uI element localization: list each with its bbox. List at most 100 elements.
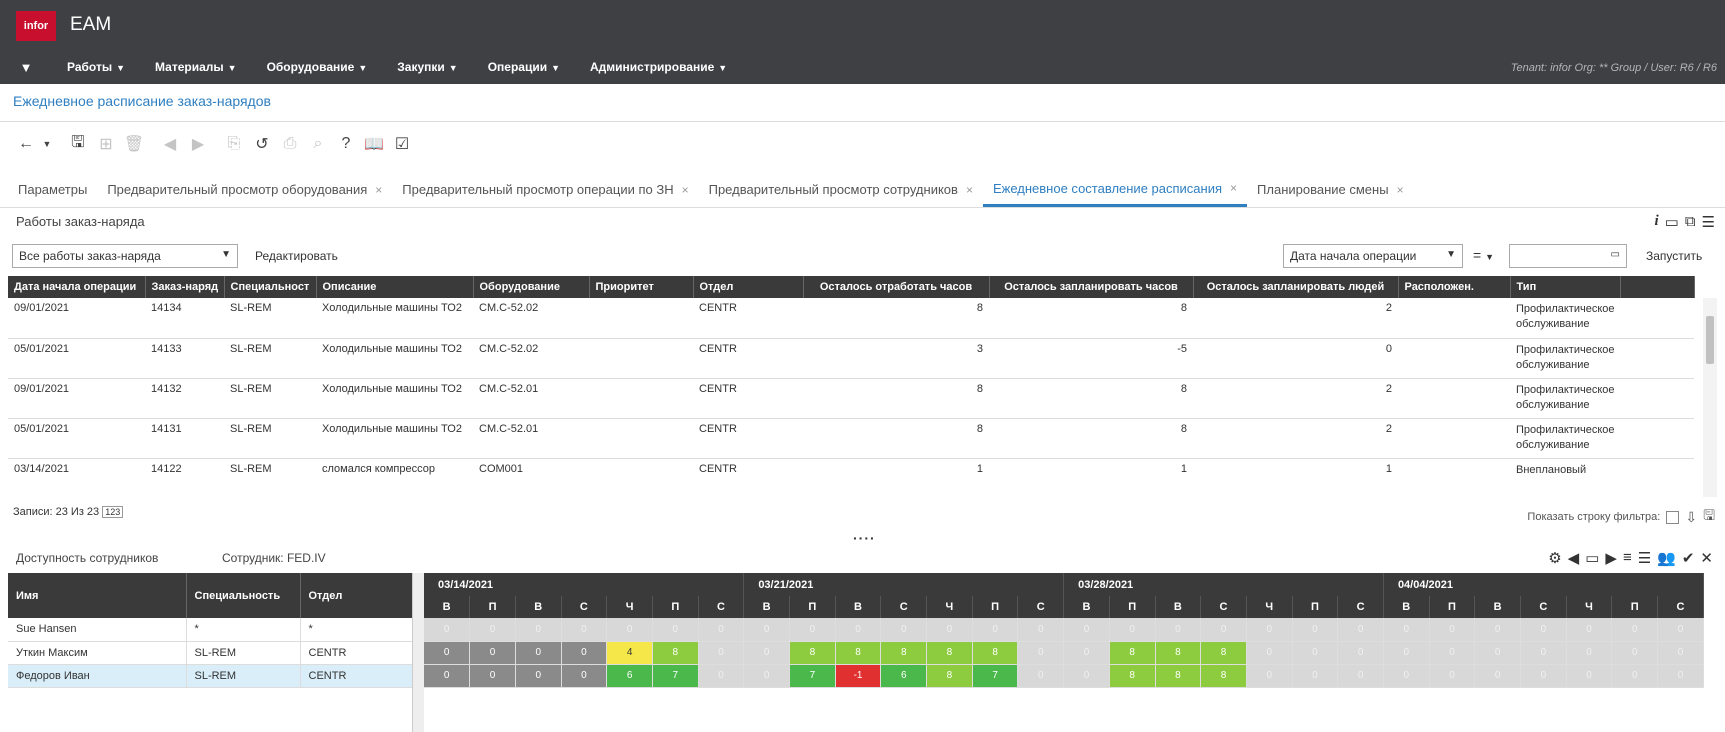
close-icon[interactable]: ✕	[1700, 550, 1713, 567]
availability-cell[interactable]: -1	[835, 664, 882, 688]
filter-value-input[interactable]: ▭	[1509, 244, 1627, 268]
new-record-icon[interactable]: ⊞	[99, 136, 113, 153]
availability-cell[interactable]: 0	[1474, 641, 1521, 665]
delete-icon[interactable]: 🗑	[123, 136, 145, 153]
menu-operations[interactable]: Операции ▼	[473, 60, 575, 74]
availability-cell[interactable]: 0	[1155, 618, 1202, 642]
availability-cell[interactable]: 0	[1109, 618, 1156, 642]
availability-cell[interactable]: 0	[926, 618, 973, 642]
print-icon[interactable]: ⎙	[283, 135, 297, 152]
tab-equipment-preview[interactable]: Предварительный просмотр оборудования ×	[97, 172, 392, 207]
availability-cell[interactable]: 0	[1292, 664, 1339, 688]
availability-cell[interactable]: 0	[1200, 618, 1247, 642]
help-icon[interactable]: ?	[341, 135, 351, 152]
availability-cell[interactable]: 8	[1200, 664, 1247, 688]
availability-cell[interactable]: 0	[1520, 641, 1567, 665]
column-header[interactable]: Осталось запланировать людей	[1193, 276, 1399, 298]
scrollbar-thumb[interactable]	[1706, 316, 1714, 364]
availability-cell[interactable]: 0	[1383, 618, 1430, 642]
refresh-icon[interactable]: ↺	[255, 136, 269, 153]
availability-cell[interactable]: 0	[561, 641, 608, 665]
availability-cell[interactable]: 0	[561, 618, 608, 642]
availability-cell[interactable]: 0	[1657, 664, 1704, 688]
availability-cell[interactable]: 0	[1017, 618, 1065, 642]
calendar-icon[interactable]: ▭	[1610, 249, 1620, 260]
employee-row[interactable]: Федоров Иван SL-REM CENTR	[8, 664, 413, 688]
availability-cell[interactable]: 8	[1200, 641, 1247, 665]
availability-cell[interactable]: 0	[606, 618, 653, 642]
column-header[interactable]: Описание	[316, 276, 474, 298]
availability-cell[interactable]: 8	[789, 641, 836, 665]
vertical-splitter[interactable]	[412, 573, 424, 732]
menu-toggle-icon[interactable]: ▼	[19, 59, 33, 75]
menu-administration[interactable]: Администрирование ▼	[575, 60, 742, 74]
availability-cell[interactable]: 0	[972, 618, 1019, 642]
availability-cell[interactable]: 0	[789, 618, 836, 642]
availability-cell[interactable]: 0	[652, 618, 699, 642]
column-header[interactable]: Отдел	[300, 573, 413, 618]
availability-cell[interactable]: 8	[652, 641, 699, 665]
column-header[interactable]: Дата начала операции	[8, 276, 146, 298]
hierarchy-icon[interactable]: ⧉	[1684, 213, 1696, 230]
column-header[interactable]: Тип	[1510, 276, 1621, 298]
save-layout-icon[interactable]: 🖫	[1703, 507, 1715, 523]
availability-cell[interactable]: 0	[424, 664, 471, 688]
edit-dataspy-link[interactable]: Редактировать	[255, 249, 338, 263]
availability-cell[interactable]: 0	[1246, 641, 1293, 665]
availability-cell[interactable]: 0	[1383, 641, 1430, 665]
availability-cell[interactable]: 8	[1155, 664, 1202, 688]
availability-cell[interactable]: 0	[1520, 618, 1567, 642]
availability-cell[interactable]: 0	[743, 641, 790, 665]
availability-cell[interactable]: 0	[1566, 641, 1613, 665]
availability-cell[interactable]: 8	[926, 664, 973, 688]
availability-cell[interactable]: 0	[1429, 641, 1476, 665]
records-badge[interactable]: 123	[102, 506, 124, 518]
table-row[interactable]: 09/01/2021 14132 SL-REM Холодильные машины …	[8, 378, 1694, 419]
table-row[interactable]: 05/01/2021 14131 SL-REM Холодильные машины …	[8, 418, 1694, 459]
column-header[interactable]: Отдел	[693, 276, 804, 298]
availability-cell[interactable]: 6	[606, 664, 653, 688]
availability-cell[interactable]: 0	[880, 618, 928, 642]
availability-cell[interactable]: 0	[698, 618, 745, 642]
tab-shift-planning[interactable]: Планирование смены ×	[1247, 172, 1414, 207]
tab-employee-preview[interactable]: Предварительный просмотр сотрудников ×	[699, 172, 983, 207]
column-header[interactable]: Оборудование	[473, 276, 590, 298]
availability-cell[interactable]: 0	[1017, 641, 1065, 665]
show-filter-checkbox[interactable]	[1666, 510, 1680, 524]
availability-cell[interactable]: 0	[1383, 664, 1430, 688]
column-header[interactable]: Расположен.	[1398, 276, 1511, 298]
availability-cell[interactable]: 0	[1246, 618, 1293, 642]
close-icon[interactable]: ×	[965, 182, 973, 197]
availability-cell[interactable]: 0	[1429, 664, 1476, 688]
availability-cell[interactable]: 7	[789, 664, 836, 688]
availability-cell[interactable]: 6	[880, 664, 928, 688]
export-icon[interactable]: ⇩	[1685, 508, 1698, 525]
availability-cell[interactable]: 0	[469, 618, 516, 642]
menu-materials[interactable]: Материалы ▼	[140, 60, 252, 74]
availability-cell[interactable]: 0	[424, 618, 471, 642]
availability-cell[interactable]: 0	[1292, 618, 1339, 642]
availability-cell[interactable]: 0	[1337, 618, 1384, 642]
assign-people-icon[interactable]: 👥	[1657, 550, 1676, 567]
availability-cell[interactable]: 0	[1520, 664, 1567, 688]
settings-gear-icon[interactable]: ⚙	[1548, 550, 1562, 567]
close-icon[interactable]: ×	[1230, 181, 1238, 195]
availability-cell[interactable]: 0	[743, 618, 790, 642]
availability-cell[interactable]: 0	[469, 664, 516, 688]
list-icon[interactable]: ☰	[1637, 550, 1652, 567]
column-header[interactable]: Осталось отработать часов	[803, 276, 990, 298]
availability-cell[interactable]: 0	[743, 664, 790, 688]
panel-splitter-handle[interactable]: ····	[853, 530, 876, 546]
availability-cell[interactable]: 0	[1337, 664, 1384, 688]
edit-checklist-icon[interactable]: ☑	[394, 136, 410, 153]
tab-parameters[interactable]: Параметры	[0, 172, 97, 207]
availability-cell[interactable]: 0	[1292, 641, 1339, 665]
availability-cell[interactable]: 0	[1657, 618, 1704, 642]
availability-cell[interactable]: 8	[1109, 664, 1156, 688]
availability-cell[interactable]: 7	[972, 664, 1019, 688]
menu-equipment[interactable]: Оборудование ▼	[252, 60, 383, 74]
table-row[interactable]: 05/01/2021 14133 SL-REM Холодильные машины …	[8, 338, 1694, 379]
next-record-icon[interactable]: ▶	[191, 136, 205, 153]
close-icon[interactable]: ×	[681, 182, 689, 197]
employee-row[interactable]: Sue Hansen * *	[8, 618, 413, 642]
